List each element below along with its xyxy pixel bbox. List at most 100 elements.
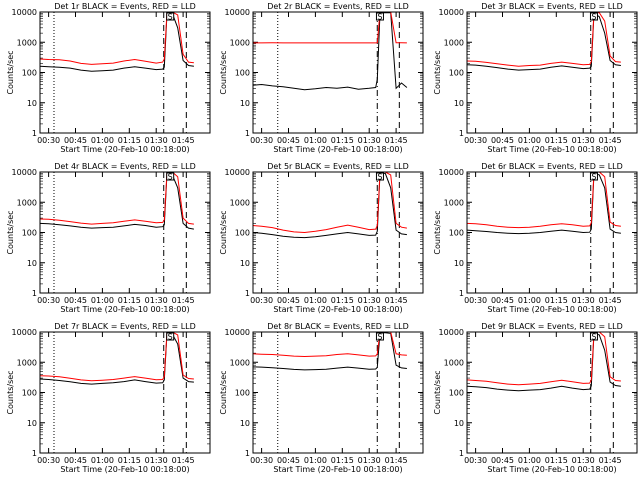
panel-title: Det 6r BLACK = Events, RED = LLD <box>481 162 623 171</box>
x-tick-label: 00:30 <box>250 456 273 465</box>
panel-title: Det 1r BLACK = Events, RED = LLD <box>54 2 196 11</box>
plot-frame <box>39 331 211 454</box>
series-line-events <box>40 12 194 72</box>
series-line-lld <box>40 12 194 65</box>
x-tick-label: 00:30 <box>250 296 273 305</box>
y-tick-label: 1 <box>32 449 37 458</box>
x-tick-label: 01:45 <box>172 296 195 305</box>
x-tick-label: 00:30 <box>464 296 487 305</box>
y-tick-label: 10000 <box>439 328 464 337</box>
x-tick-label: 00:30 <box>37 456 60 465</box>
y-tick-label: 10 <box>27 419 37 428</box>
x-tick-label: 00:45 <box>277 296 300 305</box>
attenuator-marker-box <box>589 172 598 181</box>
y-axis-label: Counts/sec <box>219 50 228 94</box>
x-tick-label: 01:00 <box>91 296 114 305</box>
x-tick-label: 01:00 <box>91 456 114 465</box>
x-tick-label: 01:00 <box>518 456 541 465</box>
panel-title: Det 3r BLACK = Events, RED = LLD <box>481 2 623 11</box>
y-tick-label: 10 <box>454 99 464 108</box>
y-tick-label: 1 <box>245 449 250 458</box>
y-tick-label: 10000 <box>225 328 250 337</box>
y-tick-label: 10000 <box>12 328 37 337</box>
y-tick-label: 1000 <box>17 358 37 367</box>
plot-frame <box>252 171 424 294</box>
attenuator-marker-box <box>166 332 175 341</box>
plot-frame <box>39 11 211 134</box>
x-tick-label: 01:30 <box>145 136 168 145</box>
y-tick-label: 100 <box>449 229 464 238</box>
detector-panel-8: Det 8r BLACK = Events, RED = LLD 1 10 100 10… <box>219 322 424 474</box>
y-axis-label: Counts/sec <box>433 50 442 94</box>
x-tick-label: 01:30 <box>572 456 595 465</box>
y-tick-label: 1 <box>245 129 250 138</box>
series-line-events <box>467 332 621 392</box>
y-tick-label: 10 <box>27 259 37 268</box>
series-line-lld <box>40 332 194 382</box>
y-tick-label: 100 <box>235 389 250 398</box>
x-tick-label: 01:45 <box>172 456 195 465</box>
plot-frame <box>252 331 424 454</box>
panel-title: Det 2r BLACK = Events, RED = LLD <box>267 2 409 11</box>
plot-frame <box>466 171 638 294</box>
series-line-events <box>253 12 408 91</box>
y-tick-label: 10000 <box>12 8 37 17</box>
x-tick-label: 01:15 <box>331 136 354 145</box>
y-tick-label: 10 <box>240 419 250 428</box>
x-axis-label: Start Time (20-Feb-10 00:18:00) <box>487 305 616 314</box>
y-tick-label: 100 <box>449 69 464 78</box>
y-tick-label: 10000 <box>225 8 250 17</box>
x-tick-label: 00:45 <box>64 136 87 145</box>
x-tick-label: 01:00 <box>518 136 541 145</box>
y-tick-label: 10000 <box>439 168 464 177</box>
y-tick-label: 1 <box>32 289 37 298</box>
series-line-lld <box>40 172 194 225</box>
y-tick-label: 10 <box>240 259 250 268</box>
attenuator-marker-box <box>589 332 598 341</box>
attenuator-marker-label: S <box>377 172 382 181</box>
y-tick-label: 100 <box>235 229 250 238</box>
plot-frame <box>39 171 211 294</box>
x-tick-label: 01:15 <box>118 136 141 145</box>
x-tick-label: 01:15 <box>118 296 141 305</box>
x-tick-label: 01:00 <box>304 136 327 145</box>
x-tick-label: 00:30 <box>37 296 60 305</box>
series-line-lld <box>253 12 407 44</box>
plot-frame <box>466 11 638 134</box>
y-axis-label: Counts/sec <box>433 370 442 414</box>
x-tick-label: 00:45 <box>277 456 300 465</box>
y-axis-label: Counts/sec <box>219 210 228 254</box>
y-tick-label: 100 <box>235 69 250 78</box>
y-tick-label: 10 <box>240 99 250 108</box>
y-tick-label: 1000 <box>444 198 464 207</box>
x-tick-label: 01:45 <box>385 136 408 145</box>
x-tick-label: 01:45 <box>172 136 195 145</box>
detector-panel-1: Det 1r BLACK = Events, RED = LLD 1 10 100 10… <box>6 2 211 154</box>
attenuator-marker-label: S <box>377 332 382 341</box>
x-tick-label: 00:45 <box>64 456 87 465</box>
x-axis-label: Start Time (20-Feb-10 00:18:00) <box>60 305 189 314</box>
x-tick-label: 00:45 <box>491 136 514 145</box>
attenuator-marker-label: S <box>591 172 596 181</box>
series-line-lld <box>253 332 407 358</box>
series-line-events <box>253 332 407 371</box>
panel-title: Det 7r BLACK = Events, RED = LLD <box>54 322 196 331</box>
x-tick-label: 01:15 <box>118 456 141 465</box>
series-line-lld <box>467 332 621 386</box>
y-tick-label: 1000 <box>230 358 250 367</box>
panel-title: Det 9r BLACK = Events, RED = LLD <box>481 322 623 331</box>
x-tick-label: 00:45 <box>491 296 514 305</box>
x-tick-label: 01:15 <box>331 456 354 465</box>
series-line-lld <box>467 172 621 229</box>
attenuator-marker-label: S <box>591 332 596 341</box>
y-axis-label: Counts/sec <box>219 370 228 414</box>
x-axis-label: Start Time (20-Feb-10 00:18:00) <box>487 145 616 154</box>
detector-panel-3: Det 3r BLACK = Events, RED = LLD 1 10 100 10… <box>433 2 638 154</box>
series-line-events <box>467 12 621 71</box>
attenuator-marker-box <box>375 172 384 181</box>
y-tick-label: 1000 <box>444 38 464 47</box>
y-tick-label: 10 <box>454 419 464 428</box>
attenuator-marker-box <box>375 12 384 21</box>
y-tick-label: 10000 <box>225 168 250 177</box>
